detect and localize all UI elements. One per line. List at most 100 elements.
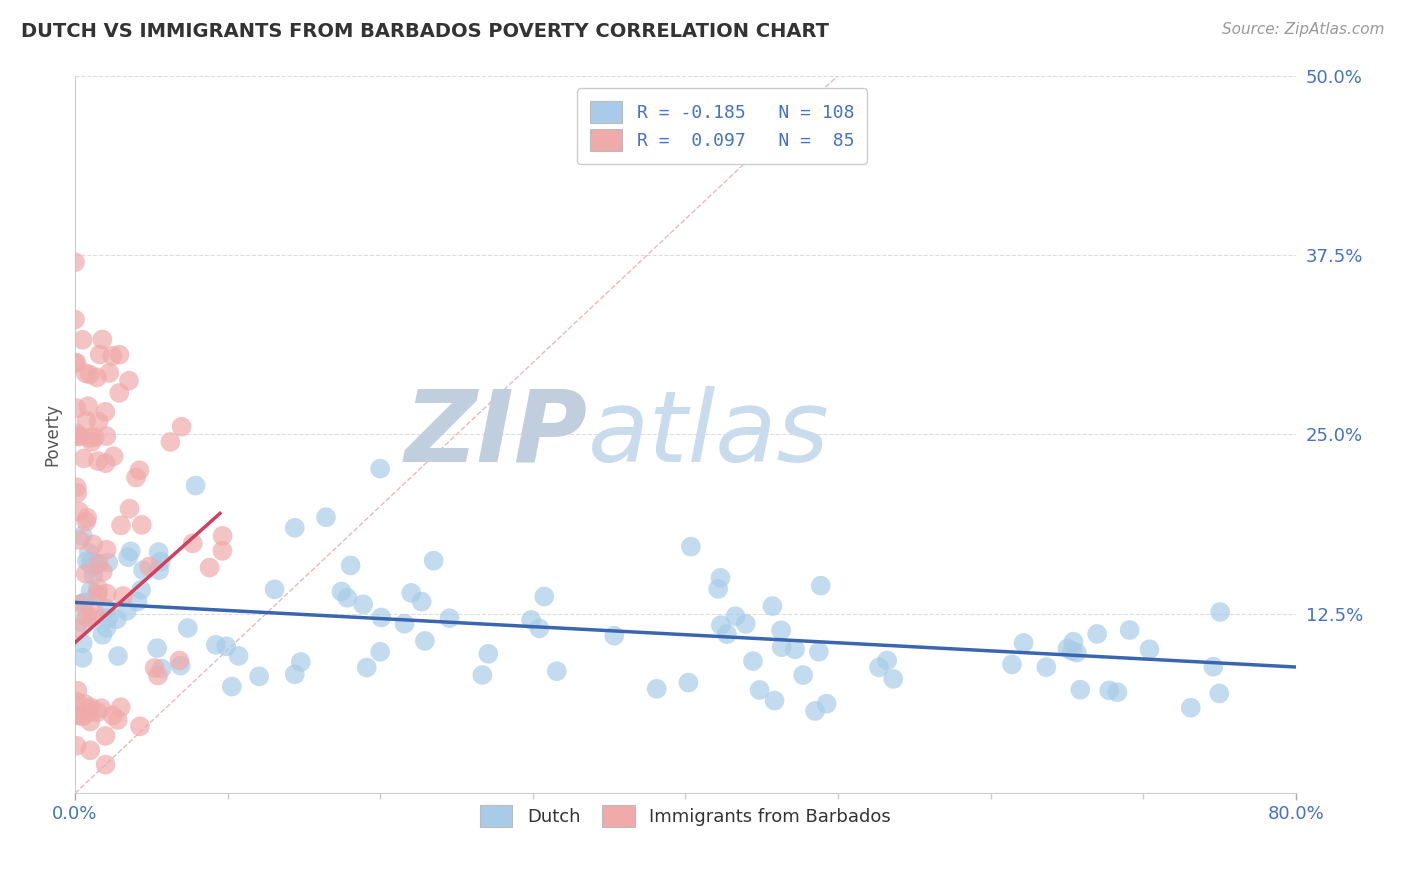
Point	[815, 697, 838, 711]
Point	[882, 672, 904, 686]
Point	[75, 414, 97, 428]
Point	[724, 609, 747, 624]
Point	[91, 565, 114, 579]
Point	[471, 668, 494, 682]
Point	[79, 555, 101, 569]
Point	[76, 610, 98, 624]
Point	[159, 434, 181, 449]
Point	[97, 556, 120, 570]
Point	[87, 415, 110, 429]
Point	[105, 612, 128, 626]
Point	[79, 743, 101, 757]
Point	[477, 647, 499, 661]
Point	[72, 636, 94, 650]
Point	[69, 429, 91, 443]
Point	[284, 521, 307, 535]
Point	[1180, 700, 1202, 714]
Point	[356, 660, 378, 674]
Point	[198, 560, 221, 574]
Point	[63, 312, 86, 326]
Point	[86, 370, 108, 384]
Point	[66, 683, 89, 698]
Point	[107, 648, 129, 663]
Point	[148, 563, 170, 577]
Point	[1107, 685, 1129, 699]
Point	[645, 681, 668, 696]
Point	[67, 504, 90, 518]
Point	[79, 431, 101, 445]
Point	[82, 537, 104, 551]
Point	[138, 559, 160, 574]
Point	[108, 385, 131, 400]
Point	[86, 588, 108, 602]
Point	[94, 757, 117, 772]
Point	[336, 591, 359, 605]
Point	[80, 610, 103, 624]
Point	[1056, 641, 1078, 656]
Point	[1066, 646, 1088, 660]
Point	[439, 611, 461, 625]
Point	[66, 480, 89, 494]
Point	[83, 430, 105, 444]
Point	[533, 590, 555, 604]
Point	[118, 501, 141, 516]
Point	[401, 586, 423, 600]
Text: ZIP: ZIP	[405, 386, 588, 483]
Point	[1069, 682, 1091, 697]
Point	[394, 616, 416, 631]
Point	[73, 451, 96, 466]
Point	[91, 628, 114, 642]
Point	[1012, 636, 1035, 650]
Point	[87, 581, 110, 595]
Point	[96, 587, 118, 601]
Point	[72, 528, 94, 542]
Point	[101, 708, 124, 723]
Point	[87, 454, 110, 468]
Point	[263, 582, 285, 597]
Point	[90, 701, 112, 715]
Point	[770, 640, 793, 655]
Point	[77, 706, 100, 720]
Point	[169, 658, 191, 673]
Point	[284, 667, 307, 681]
Point	[103, 449, 125, 463]
Point	[66, 708, 89, 723]
Point	[98, 366, 121, 380]
Point	[1118, 623, 1140, 637]
Point	[763, 693, 786, 707]
Point	[1208, 686, 1230, 700]
Point	[96, 601, 118, 615]
Point	[143, 661, 166, 675]
Point	[117, 550, 139, 565]
Point	[97, 611, 120, 625]
Point	[146, 641, 169, 656]
Point	[72, 615, 94, 630]
Point	[1060, 644, 1083, 658]
Point	[86, 587, 108, 601]
Point	[129, 582, 152, 597]
Y-axis label: Poverty: Poverty	[44, 403, 60, 466]
Point	[77, 546, 100, 560]
Point	[411, 595, 433, 609]
Legend: Dutch, Immigrants from Barbados: Dutch, Immigrants from Barbados	[472, 798, 898, 835]
Point	[710, 618, 733, 632]
Point	[413, 634, 436, 648]
Point	[1062, 634, 1084, 648]
Point	[807, 645, 830, 659]
Point	[65, 401, 87, 416]
Point	[783, 642, 806, 657]
Point	[76, 510, 98, 524]
Point	[66, 694, 89, 708]
Point	[72, 333, 94, 347]
Text: DUTCH VS IMMIGRANTS FROM BARBADOS POVERTY CORRELATION CHART: DUTCH VS IMMIGRANTS FROM BARBADOS POVERT…	[21, 22, 830, 41]
Point	[678, 675, 700, 690]
Point	[112, 589, 135, 603]
Point	[118, 374, 141, 388]
Point	[546, 664, 568, 678]
Point	[72, 651, 94, 665]
Point	[79, 368, 101, 382]
Point	[75, 367, 97, 381]
Point	[211, 544, 233, 558]
Point	[76, 554, 98, 568]
Point	[67, 533, 90, 547]
